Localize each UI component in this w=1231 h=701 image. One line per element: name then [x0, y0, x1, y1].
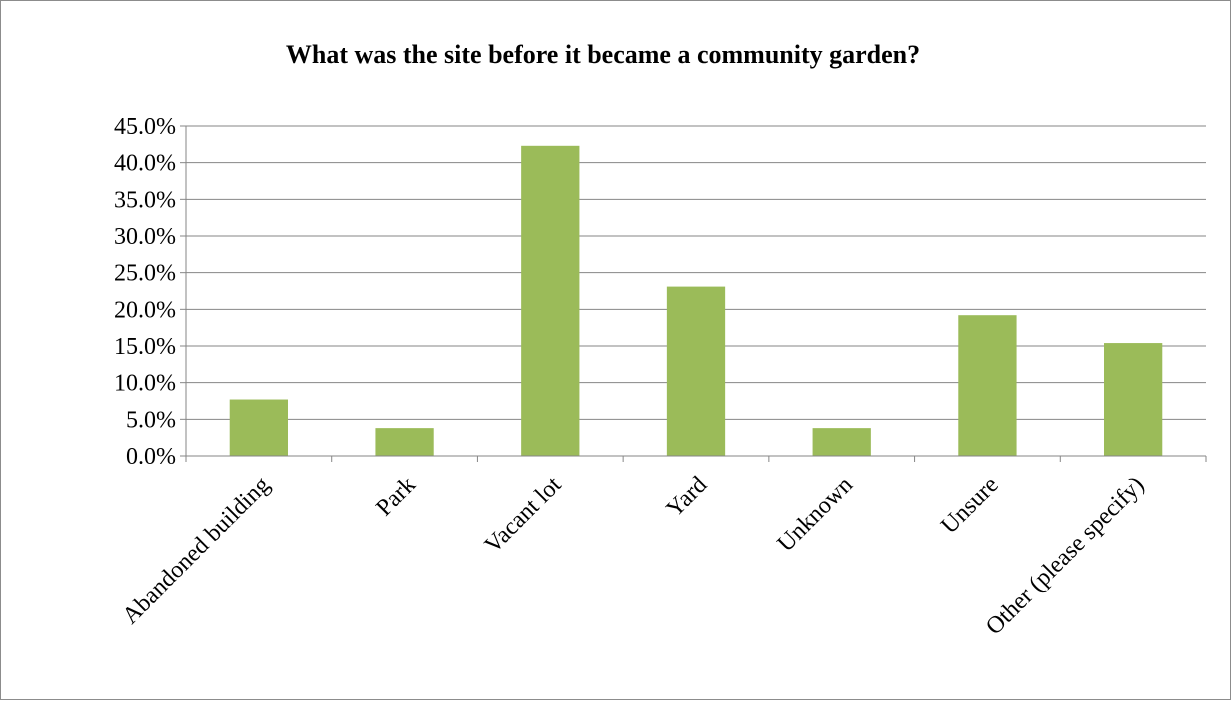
x-axis-category-labels: Abandoned building Park Vacant lot Yard Unkn…: [118, 472, 1150, 640]
bar: [666, 286, 726, 456]
bar: [521, 145, 580, 457]
y-tick-label: 40.0%: [114, 151, 176, 177]
axes: [185, 126, 1207, 462]
y-tick-label: 35.0%: [114, 187, 176, 213]
y-tick-label: 20.0%: [114, 297, 176, 323]
y-tick-label: 10.0%: [114, 371, 176, 397]
y-tick-label: 25.0%: [114, 261, 176, 287]
bar: [812, 428, 871, 456]
x-category-label: Abandoned building: [118, 472, 275, 629]
bar: [1104, 343, 1163, 456]
x-category-label: Yard: [662, 472, 713, 523]
x-category-label: Unsure: [936, 472, 1003, 539]
y-tick-label: 30.0%: [114, 224, 176, 250]
x-category-label: Vacant lot: [480, 472, 567, 559]
y-tick-label: 0.0%: [126, 444, 176, 470]
y-axis-tick-labels: 0.0% 5.0% 10.0% 15.0% 20.0% 25.0% 30.0% 35.0% 40…: [114, 114, 176, 470]
bar: [958, 315, 1017, 456]
bars: [229, 145, 1163, 457]
x-category-label: Unknown: [773, 472, 858, 557]
y-tick-label: 15.0%: [114, 334, 176, 360]
y-tick-label: 5.0%: [126, 407, 176, 433]
bar: [229, 399, 288, 456]
bar: [375, 428, 434, 456]
x-category-label: Other (please specify): [981, 472, 1149, 640]
x-category-label: Park: [371, 472, 420, 521]
y-tick-label: 45.0%: [114, 114, 176, 140]
chart-title: What was the site before it became a com…: [286, 40, 920, 69]
